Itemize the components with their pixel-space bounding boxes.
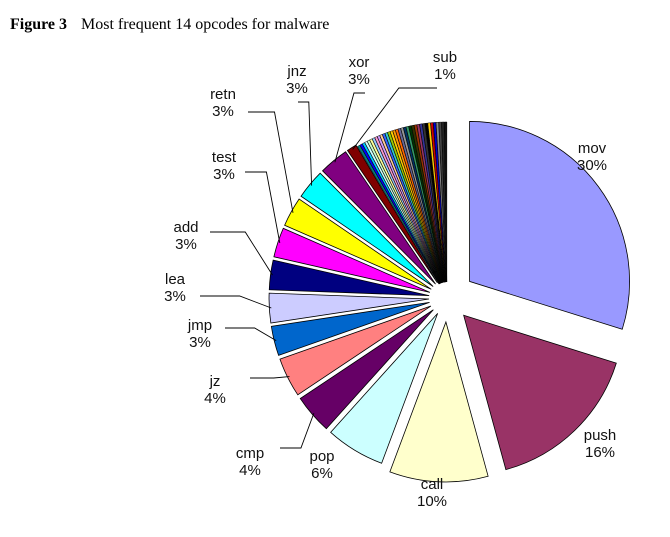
- slice-label-xor: xor 3%: [348, 54, 370, 88]
- pie-slice-other-1: [357, 144, 440, 285]
- pie-slice-other-7: [371, 137, 441, 284]
- slice-percent-jmp: 3%: [189, 334, 211, 351]
- figure-title: Most frequent 14 opcodes for malware: [81, 16, 330, 33]
- slice-percent-lea: 3%: [164, 288, 186, 305]
- pie-slice-other-31: [435, 121, 447, 283]
- pie-slice-other-16: [395, 128, 443, 283]
- slice-name-mov: mov: [578, 140, 607, 157]
- slice-label-mov: mov 30%: [577, 140, 607, 174]
- slice-name-lea: lea: [165, 271, 186, 288]
- slice-label-call: call 10%: [417, 476, 447, 510]
- slice-percent-pop: 6%: [311, 465, 333, 482]
- pie-slice-mov: [469, 121, 630, 330]
- pie-slice-retn: [284, 198, 432, 290]
- pie-slice-other-6: [369, 138, 441, 284]
- slice-name-jmp: jmp: [187, 317, 212, 334]
- slice-name-add: add: [173, 219, 198, 236]
- pie-slice-other-32: [438, 121, 447, 283]
- slice-percent-push: 16%: [585, 444, 615, 461]
- pie-slice-other-26: [422, 123, 446, 283]
- slice-percent-jnz: 3%: [286, 80, 308, 97]
- slice-label-lea: lea 3%: [164, 271, 186, 305]
- pie-slice-other-30: [433, 122, 447, 283]
- pie-slice-jz: [279, 305, 432, 396]
- slice-name-test: test: [212, 149, 237, 166]
- pie-slice-other-10: [379, 134, 442, 284]
- figure-caption: Figure 3 Most frequent 14 opcodes for mal…: [10, 16, 329, 34]
- pie-slice-other-29: [430, 122, 446, 283]
- pie-slice-add: [268, 259, 430, 297]
- leader-line-sub: [352, 87, 437, 150]
- slice-name-retn: retn: [210, 86, 236, 103]
- pie-slice-other-19: [403, 126, 444, 283]
- slice-name-cmp: cmp: [236, 445, 264, 462]
- slice-label-cmp: cmp 4%: [236, 445, 264, 479]
- figure-label: Figure 3: [10, 16, 68, 33]
- pie-slice-other-28: [427, 122, 446, 283]
- pie-slice-other-20: [405, 125, 444, 283]
- slice-percent-xor: 3%: [348, 71, 370, 88]
- slice-percent-add: 3%: [175, 236, 197, 253]
- pie-slice-lea: [268, 292, 430, 324]
- slice-label-retn: retn 3%: [210, 86, 236, 120]
- leader-line-jnz: [298, 101, 313, 186]
- slice-percent-sub: 1%: [434, 66, 456, 83]
- pie-slice-other-34: [444, 121, 448, 283]
- pie-slice-push: [463, 314, 617, 471]
- slice-name-jz: jz: [209, 373, 221, 390]
- pie-slice-other-27: [424, 122, 446, 283]
- slice-percent-cmp: 4%: [239, 462, 261, 479]
- leader-line-test: [245, 171, 281, 244]
- pie-slice-other-12: [384, 132, 442, 284]
- pie-slice-other-3: [361, 142, 440, 285]
- pie-slice-other-13: [387, 131, 442, 283]
- leader-line-jmp: [225, 327, 277, 341]
- pie-slice-other-33: [441, 121, 447, 283]
- pie-slice-test: [273, 227, 431, 293]
- pie-slice-other-11: [382, 133, 442, 284]
- slice-label-push: push 16%: [584, 427, 617, 461]
- pie-slice-other-15: [392, 129, 443, 283]
- leader-line-cmp: [280, 412, 315, 449]
- slice-label-pop: pop 6%: [309, 448, 334, 482]
- pie-slice-other-14: [389, 130, 443, 283]
- slice-label-jmp: jmp 3%: [187, 317, 212, 351]
- pie-slice-other-9: [376, 135, 441, 284]
- slice-label-jz: jz 4%: [204, 373, 226, 407]
- slice-name-pop: pop: [309, 448, 334, 465]
- slice-label-add: add 3%: [173, 219, 198, 253]
- pie-slice-jnz: [300, 172, 434, 287]
- slice-name-call: call: [421, 476, 444, 493]
- slice-name-xor: xor: [349, 54, 370, 71]
- slice-label-test: test 3%: [212, 149, 237, 183]
- slice-label-sub: sub 1%: [433, 49, 457, 83]
- leader-line-add: [210, 231, 273, 276]
- slice-percent-call: 10%: [417, 493, 447, 510]
- pie-slice-pop: [330, 313, 439, 464]
- leader-line-xor: [334, 92, 365, 163]
- slice-name-jnz: jnz: [286, 63, 306, 80]
- leader-line-jz: [250, 376, 290, 379]
- slice-percent-jz: 4%: [204, 390, 226, 407]
- pie-slice-other-8: [374, 136, 441, 284]
- pie-slice-other-2: [359, 143, 440, 285]
- pie-slice-jmp: [270, 301, 430, 356]
- pie-slice-other-24: [416, 123, 445, 283]
- leader-line-lea: [200, 295, 272, 309]
- slice-name-push: push: [584, 427, 617, 444]
- slice-percent-retn: 3%: [212, 103, 234, 120]
- pie-slice-xor: [321, 151, 436, 285]
- pie-slice-cmp: [299, 309, 434, 430]
- leader-line-retn: [248, 111, 294, 213]
- slice-percent-test: 3%: [213, 166, 235, 183]
- slice-name-sub: sub: [433, 49, 457, 66]
- slice-percent-mov: 30%: [577, 157, 607, 174]
- pie-slice-call: [389, 320, 489, 483]
- pie-slice-other-25: [419, 123, 445, 283]
- slice-label-jnz: jnz 3%: [286, 63, 308, 97]
